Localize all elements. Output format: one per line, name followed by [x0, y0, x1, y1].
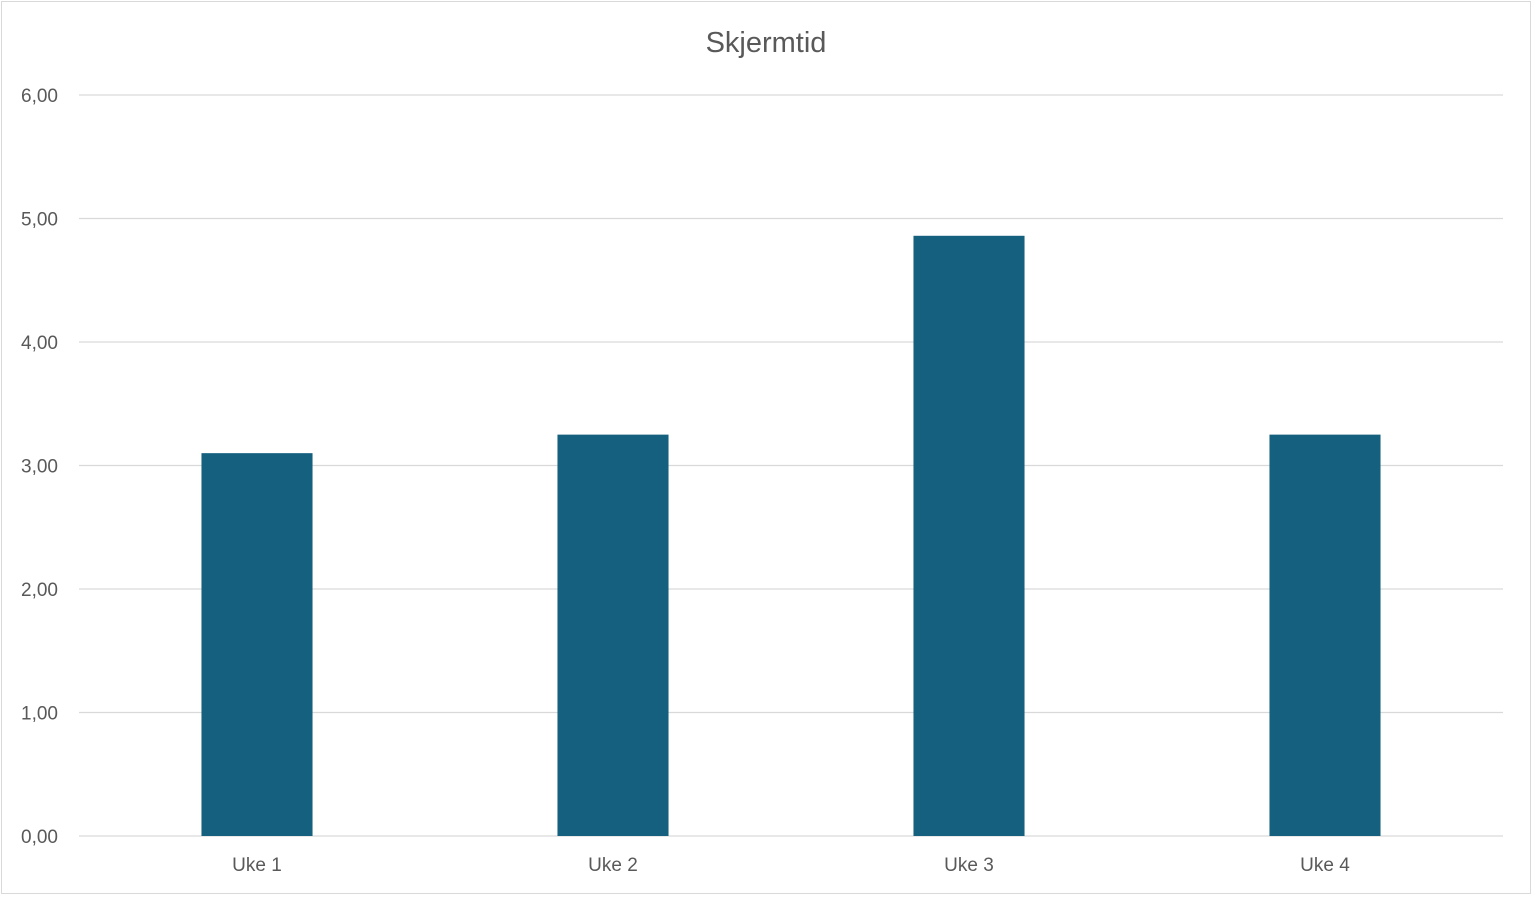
y-axis-tick-labels: 0,00 1,00 2,00 3,00 4,00 5,00 6,00: [21, 86, 58, 848]
y-tick-label: 2,00: [21, 580, 58, 601]
x-tick-label: Uke 2: [588, 855, 638, 876]
x-tick-label: Uke 3: [944, 855, 994, 876]
y-tick-label: 6,00: [21, 86, 58, 107]
x-tick-label: Uke 4: [1300, 855, 1350, 876]
bar: [913, 235, 1025, 837]
chart-title: Skjermtid: [706, 27, 827, 59]
y-tick-label: 5,00: [21, 210, 58, 231]
y-tick-label: 0,00: [21, 827, 58, 848]
bars: [201, 235, 1381, 837]
y-tick-label: 3,00: [21, 457, 58, 478]
y-tick-label: 1,00: [21, 704, 58, 725]
x-axis-tick-labels: Uke 1 Uke 2 Uke 3 Uke 4: [232, 855, 1350, 876]
y-tick-label: 4,00: [21, 333, 58, 354]
bar: [1269, 434, 1381, 836]
bar: [557, 434, 669, 836]
x-tick-label: Uke 1: [232, 855, 282, 876]
gridlines: [79, 94, 1503, 837]
bar: [201, 453, 313, 836]
